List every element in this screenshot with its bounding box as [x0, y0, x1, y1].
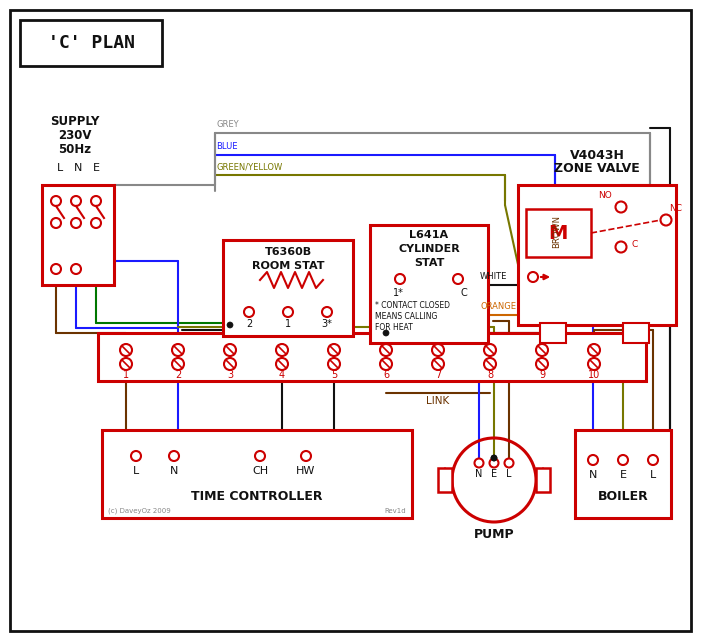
- Text: BLUE: BLUE: [216, 142, 237, 151]
- Text: T6360B: T6360B: [265, 247, 312, 257]
- Circle shape: [491, 455, 497, 461]
- Text: * CONTACT CLOSED: * CONTACT CLOSED: [375, 301, 450, 310]
- Text: LINK: LINK: [426, 396, 449, 406]
- Text: ORANGE: ORANGE: [480, 302, 516, 311]
- Text: CYLINDER: CYLINDER: [398, 244, 460, 254]
- Circle shape: [227, 322, 233, 328]
- Text: L: L: [506, 469, 512, 479]
- Text: 'C' PLAN: 'C' PLAN: [48, 34, 135, 52]
- Text: ZONE VALVE: ZONE VALVE: [554, 162, 640, 174]
- Text: 2: 2: [246, 319, 252, 329]
- Text: N: N: [170, 466, 178, 476]
- Text: PUMP: PUMP: [474, 528, 515, 542]
- Text: STAT: STAT: [413, 258, 444, 268]
- Bar: [20, 20, 162, 66]
- Text: 8: 8: [487, 370, 493, 380]
- Text: N: N: [74, 163, 82, 173]
- Text: FOR HEAT: FOR HEAT: [375, 322, 413, 331]
- Text: 3*: 3*: [322, 319, 333, 329]
- Circle shape: [383, 330, 389, 336]
- Text: L: L: [650, 470, 656, 480]
- Text: 2: 2: [175, 370, 181, 380]
- Bar: [438, 468, 452, 492]
- Text: N: N: [589, 470, 597, 480]
- Text: M: M: [548, 224, 568, 242]
- Text: BROWN: BROWN: [552, 215, 561, 247]
- Text: (c) DaveyOz 2009: (c) DaveyOz 2009: [108, 508, 171, 514]
- Bar: [98, 333, 646, 381]
- Text: MEANS CALLING: MEANS CALLING: [375, 312, 437, 320]
- Text: ROOM STAT: ROOM STAT: [252, 261, 324, 271]
- Text: 50Hz: 50Hz: [58, 142, 91, 156]
- Text: GREEN/YELLOW: GREEN/YELLOW: [216, 162, 282, 171]
- Text: L: L: [57, 163, 63, 173]
- Text: GREY: GREY: [216, 120, 239, 129]
- Circle shape: [491, 455, 497, 461]
- Text: 5: 5: [331, 370, 337, 380]
- Bar: [42, 185, 114, 285]
- Text: 1: 1: [123, 370, 129, 380]
- Bar: [536, 468, 550, 492]
- Bar: [102, 430, 412, 518]
- Text: WHITE: WHITE: [480, 272, 508, 281]
- Text: E: E: [491, 469, 497, 479]
- Text: C: C: [632, 240, 638, 249]
- Text: L641A: L641A: [409, 230, 449, 240]
- Text: 1*: 1*: [392, 288, 404, 298]
- Text: N: N: [475, 469, 483, 479]
- Text: HW: HW: [296, 466, 316, 476]
- Text: 10: 10: [588, 370, 600, 380]
- Text: V4043H: V4043H: [569, 149, 625, 162]
- Text: NO: NO: [598, 191, 612, 200]
- Bar: [623, 323, 649, 343]
- Bar: [518, 185, 676, 325]
- Bar: [370, 225, 488, 343]
- Bar: [223, 240, 353, 336]
- Text: 4: 4: [279, 370, 285, 380]
- Text: Rev1d: Rev1d: [385, 508, 406, 514]
- Text: C: C: [461, 288, 468, 298]
- Text: 230V: 230V: [58, 128, 92, 142]
- Text: CH: CH: [252, 466, 268, 476]
- Text: BOILER: BOILER: [597, 490, 649, 503]
- Text: E: E: [619, 470, 626, 480]
- Text: E: E: [93, 163, 100, 173]
- Text: 1: 1: [285, 319, 291, 329]
- Text: 6: 6: [383, 370, 389, 380]
- Bar: [575, 430, 671, 518]
- Text: NC: NC: [670, 204, 682, 213]
- Text: SUPPLY: SUPPLY: [51, 115, 100, 128]
- Bar: [540, 323, 566, 343]
- Text: L: L: [133, 466, 139, 476]
- Text: TIME CONTROLLER: TIME CONTROLLER: [191, 490, 323, 503]
- Bar: [526, 209, 591, 257]
- Text: 3: 3: [227, 370, 233, 380]
- Text: 9: 9: [539, 370, 545, 380]
- Text: 7: 7: [435, 370, 441, 380]
